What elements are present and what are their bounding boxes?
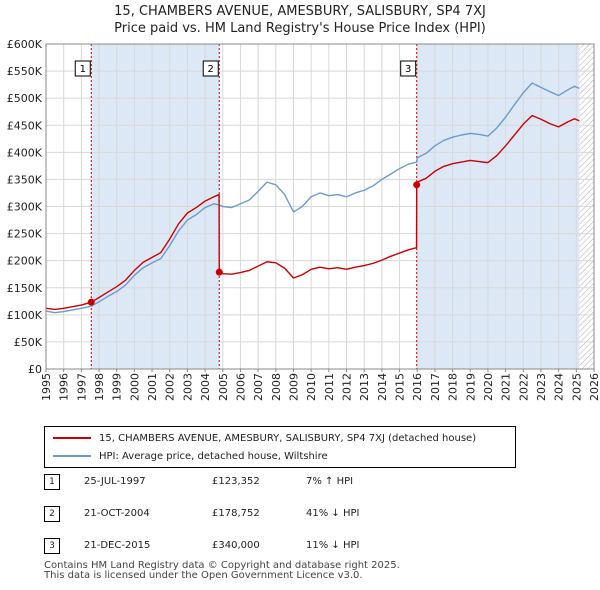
y-tick-label: £600K bbox=[7, 38, 43, 51]
x-tick-label: 2021 bbox=[500, 373, 513, 401]
sale-price: £340,000 bbox=[212, 540, 260, 551]
x-tick-label: 2005 bbox=[217, 373, 230, 401]
x-tick-label: 2022 bbox=[517, 373, 530, 401]
sale-marker-box bbox=[74, 60, 91, 77]
sale-date: 21-DEC-2015 bbox=[84, 540, 151, 551]
sale-marker-box bbox=[202, 60, 219, 77]
x-tick-label: 2012 bbox=[341, 373, 354, 401]
y-tick-label: £100K bbox=[7, 309, 43, 322]
x-tick-label: 2009 bbox=[287, 373, 300, 401]
x-tick-label: 2007 bbox=[252, 373, 265, 401]
sale-point bbox=[87, 298, 95, 306]
x-tick-label: 2020 bbox=[482, 373, 495, 401]
x-tick-label: 2016 bbox=[411, 373, 424, 401]
sale-date: 25-JUL-1997 bbox=[84, 476, 146, 487]
legend: 15, CHAMBERS AVENUE, AMESBURY, SALISBURY… bbox=[44, 426, 516, 468]
x-tick-label: 2025 bbox=[570, 373, 583, 401]
legend-item-hpi: HPI: Average price, detached house, Wilt… bbox=[53, 448, 328, 464]
hpi-series-line bbox=[45, 82, 580, 314]
y-tick-label: £250K bbox=[7, 228, 43, 241]
x-tick-label: 2015 bbox=[394, 373, 407, 401]
y-tick-label: £300K bbox=[7, 201, 43, 214]
chart-title-line1: 15, CHAMBERS AVENUE, AMESBURY, SALISBURY… bbox=[114, 4, 486, 19]
plot-frame bbox=[45, 43, 595, 370]
x-tick-label: 2018 bbox=[447, 373, 460, 401]
x-tick-label: 2014 bbox=[376, 373, 389, 401]
sale-price: £178,752 bbox=[212, 508, 260, 519]
x-tick-label: 2004 bbox=[199, 373, 212, 401]
sale-row: 2 21-OCT-2004 £178,752 41% ↓ HPI bbox=[44, 506, 424, 524]
x-tick-label: 2017 bbox=[429, 373, 442, 401]
sale-number-badge: 3 bbox=[44, 538, 60, 554]
property-series-line bbox=[45, 114, 580, 311]
x-tick-label: 2019 bbox=[464, 373, 477, 401]
x-tick-label: 1995 bbox=[40, 373, 53, 401]
footer-copyright: Contains HM Land Registry data © Copyrig… bbox=[44, 560, 400, 571]
price-chart: 1 2 3 £0 £50K £100K £150K £200K £250K £300K £350K £… bbox=[7, 38, 600, 401]
y-tick-label: £150K bbox=[7, 282, 43, 295]
sale-marker-box bbox=[400, 60, 417, 77]
sale-hpi-diff: 11% ↓ HPI bbox=[306, 540, 360, 551]
x-tick-label: 2008 bbox=[270, 373, 283, 401]
x-tick-label: 2001 bbox=[146, 373, 159, 401]
sale-date: 21-OCT-2004 bbox=[84, 508, 150, 519]
sale-hpi-diff: 41% ↓ HPI bbox=[306, 508, 360, 519]
y-tick-label: £450K bbox=[7, 119, 43, 132]
x-tick-label: 1999 bbox=[111, 373, 124, 401]
sale-point bbox=[413, 181, 421, 189]
y-tick-label: £50K bbox=[14, 336, 43, 349]
y-tick-label: £400K bbox=[7, 146, 43, 159]
x-tick-label: 2026 bbox=[588, 373, 600, 401]
footer: Contains HM Land Registry data © Copyrig… bbox=[44, 561, 400, 581]
x-tick-label: 2000 bbox=[128, 373, 141, 401]
sale-marker-label: 2 bbox=[208, 64, 214, 75]
legend-item-property: 15, CHAMBERS AVENUE, AMESBURY, SALISBURY… bbox=[53, 430, 476, 446]
hpi-line-swatch bbox=[53, 455, 91, 457]
x-tick-label: 2002 bbox=[164, 373, 177, 401]
x-tick-label: 2011 bbox=[323, 373, 336, 401]
x-tick-label: 1997 bbox=[75, 373, 88, 401]
x-tick-label: 2010 bbox=[305, 373, 318, 401]
y-tick-label: £550K bbox=[7, 65, 43, 78]
y-tick-label: £200K bbox=[7, 255, 43, 268]
x-tick-label: 2003 bbox=[181, 373, 194, 401]
sale-marker-label: 1 bbox=[80, 64, 86, 75]
sale-price: £123,352 bbox=[212, 476, 260, 487]
x-tick-label: 1998 bbox=[93, 373, 106, 401]
x-tick-label: 2023 bbox=[535, 373, 548, 401]
y-tick-label: £350K bbox=[7, 173, 43, 186]
sale-row: 3 21-DEC-2015 £340,000 11% ↓ HPI bbox=[44, 538, 424, 556]
x-tick-label: 2006 bbox=[234, 373, 247, 401]
sale-number-badge: 2 bbox=[44, 506, 60, 522]
sale-hpi-diff: 7% ↑ HPI bbox=[306, 476, 354, 487]
legend-hpi-label: HPI: Average price, detached house, Wilt… bbox=[99, 450, 328, 462]
sale-row: 1 25-JUL-1997 £123,352 7% ↑ HPI bbox=[44, 474, 424, 492]
y-tick-label: £0 bbox=[28, 363, 42, 376]
sale-number-badge: 1 bbox=[44, 474, 60, 490]
x-tick-label: 1996 bbox=[58, 373, 71, 401]
legend-property-label: 15, CHAMBERS AVENUE, AMESBURY, SALISBURY… bbox=[99, 432, 477, 444]
sale-point bbox=[215, 268, 223, 276]
property-line-swatch bbox=[53, 437, 91, 439]
x-tick-label: 2024 bbox=[553, 373, 566, 401]
footer-licence: This data is licensed under the Open Gov… bbox=[44, 570, 363, 581]
x-tick-label: 2013 bbox=[358, 373, 371, 401]
y-tick-label: £500K bbox=[7, 92, 43, 105]
sale-marker-label: 3 bbox=[405, 64, 411, 75]
chart-title-line2: Price paid vs. HM Land Registry's House … bbox=[114, 21, 486, 36]
